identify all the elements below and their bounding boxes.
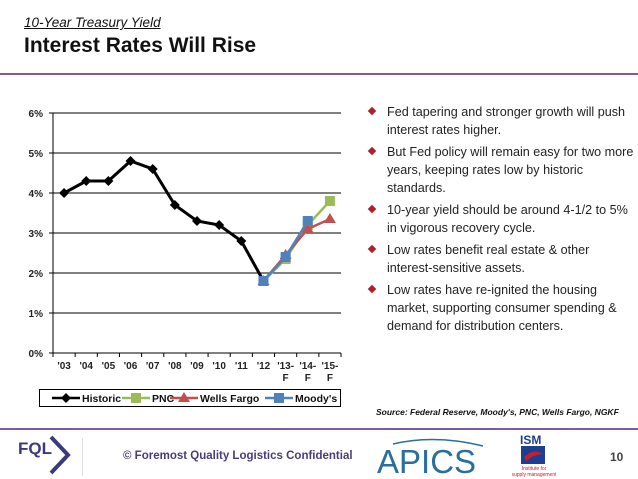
x-tick-label: '15-F [322, 361, 339, 384]
slide-title: Interest Rates Will Rise [24, 34, 257, 57]
source-note: Source: Federal Reserve, Moody's, PNC, W… [376, 407, 619, 417]
copyright-text: © Foremost Quality Logistics Confidentia… [123, 450, 353, 462]
legend-item: PNC [122, 393, 175, 405]
header-divider [0, 73, 638, 75]
y-tick-label: 5% [29, 149, 44, 160]
fql-chevron-icon [49, 435, 71, 475]
y-tick-labels: 0% 1% 2% 3% 4% 5% 6% [29, 109, 44, 360]
svg-text:Institute for: Institute for [522, 466, 547, 472]
series-lines [59, 156, 336, 286]
bullet-icon [367, 146, 377, 156]
data-point [125, 156, 136, 166]
legend-label: PNC [152, 393, 175, 405]
y-tick-label: 3% [29, 229, 44, 240]
y-tick-label: 1% [29, 309, 44, 320]
y-tick-label: 4% [29, 189, 44, 200]
legend-item: Moody's [265, 393, 337, 405]
page-number: 10 [610, 450, 624, 464]
bullet-icon [367, 204, 377, 214]
bullet-item: 10-year yield should be around 4-1/2 to … [365, 201, 635, 237]
bullet-item: Low rates have re-ignited the housing ma… [365, 281, 635, 335]
x-tick-labels: '03 '04 '05 '06 '07 '08 '09 '10 '11 '12 '13-F '14-F… [57, 361, 338, 384]
legend-marker [131, 393, 141, 403]
data-point [302, 216, 313, 226]
legend-item: Wells Fargo [170, 392, 259, 405]
x-tick-label: '06 [124, 361, 138, 372]
data-point [147, 164, 158, 174]
y-tick-label: 0% [29, 349, 44, 360]
data-point [81, 176, 92, 186]
data-point [258, 276, 269, 286]
x-tick-label: '10 [212, 361, 226, 372]
bullet-icon [367, 244, 377, 254]
svg-text:supply management: supply management [512, 472, 556, 478]
data-point [280, 252, 291, 262]
data-point [323, 213, 336, 223]
legend-label: Historic [82, 393, 121, 405]
data-point [324, 196, 335, 206]
svg-text:APICS: APICS [377, 443, 476, 476]
bullet-list: Fed tapering and stronger growth will pu… [365, 103, 635, 339]
legend-marker [178, 392, 190, 402]
series-moody-s [258, 216, 313, 286]
series-line [63, 159, 265, 282]
bullet-item: But Fed policy will remain easy for two … [365, 143, 635, 197]
chart-legend: Historic PNC Wells Fargo Moody's [39, 389, 341, 407]
data-point [236, 236, 247, 246]
y-tick-label: 2% [29, 269, 44, 280]
data-point [59, 188, 70, 198]
svg-text:ISM: ISM [520, 433, 541, 447]
bullet-icon [367, 284, 377, 294]
y-tick-label: 6% [29, 109, 44, 120]
x-tick-label: '13-F [277, 361, 294, 384]
legend-label: Wells Fargo [200, 393, 259, 405]
x-tick-label: '03 [57, 361, 71, 372]
x-tick-label: '07 [146, 361, 160, 372]
x-tick-label: '14-F [299, 361, 316, 384]
legend-marker [274, 393, 284, 403]
apics-logo: APICS [377, 438, 484, 476]
slide-subtitle: 10-Year Treasury Yield [24, 15, 161, 30]
x-tick-label: '12 [257, 361, 271, 372]
data-point [214, 220, 225, 230]
x-tick-label: '09 [190, 361, 204, 372]
data-point [103, 176, 114, 186]
x-tick-label: '05 [102, 361, 116, 372]
fql-logo: FQL [18, 439, 52, 458]
yield-chart: 0%1%2%3%4%5%6% '03'04'05'06'07'08'09'10 '… [29, 109, 342, 384]
axes [49, 112, 342, 357]
legend-label: Moody's [295, 393, 337, 405]
ism-logo: ISM Institute for supply management [512, 433, 556, 478]
bullet-item: Low rates benefit real estate & other in… [365, 241, 635, 277]
footer-separator [82, 438, 83, 476]
footer-divider [0, 428, 638, 430]
data-point [301, 223, 314, 233]
legend-item: Historic [52, 393, 121, 405]
bullet-icon [367, 106, 377, 116]
data-point [192, 216, 202, 226]
x-tick-label: '08 [168, 361, 182, 372]
series-historic [59, 156, 269, 286]
legend-marker [61, 393, 71, 403]
gridlines [53, 112, 341, 314]
x-tick-label: '04 [79, 361, 93, 372]
data-point [169, 200, 180, 210]
bullet-item: Fed tapering and stronger growth will pu… [365, 103, 635, 139]
x-tick-label: '11 [235, 361, 248, 372]
